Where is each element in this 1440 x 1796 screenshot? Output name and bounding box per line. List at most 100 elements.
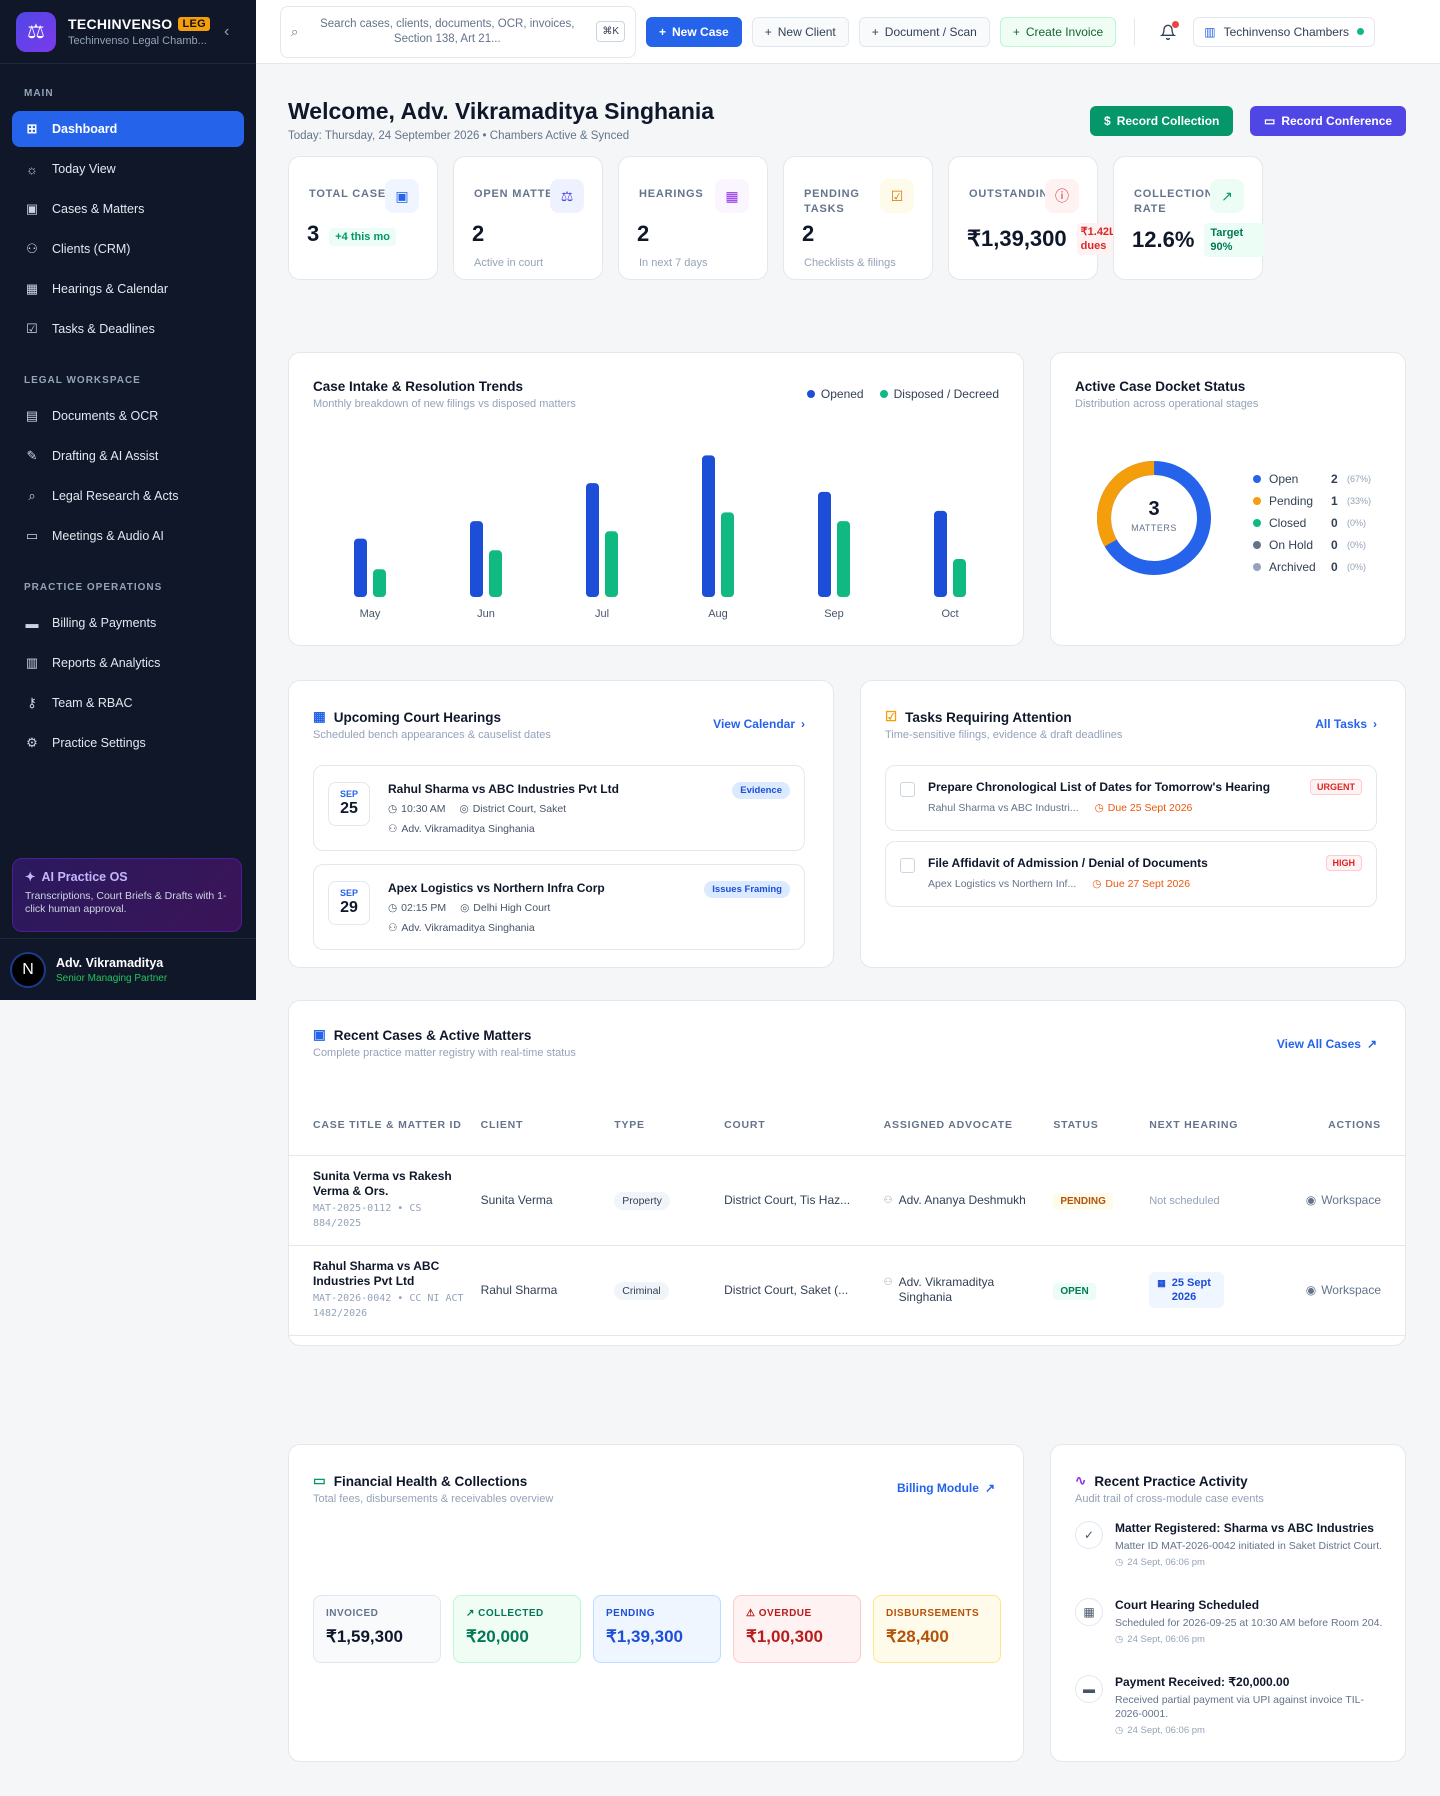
hearing-month: SEP <box>339 888 358 898</box>
building-icon: ▥ <box>1204 24 1216 39</box>
stat-card[interactable]: HEARINGS ▦ 2 In next 7 days <box>618 156 768 280</box>
finance-label: PENDING <box>606 1608 656 1619</box>
plus-icon: + <box>764 24 772 39</box>
task-checkbox[interactable] <box>900 782 915 797</box>
stat-card[interactable]: OUTSTANDING ⓘ ₹1,39,300 ₹1.42L dues <box>948 156 1121 280</box>
sidebar-item-drafting-ai-assist[interactable]: ✎ Drafting & AI Assist <box>12 438 244 474</box>
task-check-icon: ☑ <box>885 709 898 724</box>
case-title: Sunita Verma vs Rakesh Verma & Ors. <box>313 1169 452 1198</box>
new-client-button[interactable]: + New Client <box>751 16 849 47</box>
docket-legend-item: Closed 0 (0%) <box>1253 512 1383 534</box>
sidebar-item-reports-analytics[interactable]: ▥ Reports & Analytics <box>12 645 244 681</box>
card-icon: ▬ <box>25 615 39 631</box>
scale-logo-icon: ⚖ <box>16 11 56 52</box>
sidebar-item-hearings-calendar[interactable]: ▦ Hearings & Calendar <box>12 271 244 307</box>
calendar-icon: ▦ <box>1157 1278 1166 1288</box>
case-court: Delhi High Court <box>716 1335 876 1345</box>
hearing-month: SEP <box>339 789 358 799</box>
sidebar-item-clients-crm[interactable]: ⚇ Clients (CRM) <box>12 231 244 267</box>
finance-summary-box: ↗ COLLECTED ₹20,000 <box>453 1595 581 1663</box>
workspace-button[interactable]: ◉ Workspace <box>1306 1283 1381 1297</box>
next-hearing: 25 Sept 2026 <box>1171 1277 1211 1303</box>
brand-badge: LEG <box>178 17 210 31</box>
stat-card[interactable]: PENDING TASKS ☑ 2 Checklists & filings <box>783 156 933 280</box>
x-tick-label: May <box>360 608 381 620</box>
brand-name: TECHINVENSO <box>68 16 173 32</box>
billing-module-link[interactable]: Billing Module ↗ <box>897 1481 995 1495</box>
sidebar-item-documents-ocr[interactable]: ▤ Documents & OCR <box>12 398 244 434</box>
matter-id: MAT-2025-0112 • CS 884/2025 <box>313 1203 422 1229</box>
docket-pct: (0%) <box>1347 540 1367 550</box>
bar-opened-jul <box>586 483 599 597</box>
sidebar-item-practice-settings[interactable]: ⚙ Practice Settings <box>12 725 244 761</box>
create-invoice-button[interactable]: + Create Invoice <box>999 16 1117 47</box>
case-type-pill: Criminal <box>614 1282 669 1300</box>
all-tasks-link[interactable]: All Tasks › <box>1315 717 1377 731</box>
table-row[interactable]: Rahul Sharma vs ABC Industries Pvt Ltd MA… <box>289 1245 1405 1336</box>
document-scan-button[interactable]: + Document / Scan <box>858 16 990 47</box>
workspace-button[interactable]: ◉ Workspace <box>1306 1193 1381 1207</box>
clock-icon: ◷ <box>1115 1725 1124 1736</box>
sidebar-item-label: Hearings & Calendar <box>52 282 169 296</box>
case-type-pill: Property <box>614 1192 670 1210</box>
new-case-button[interactable]: + New Case <box>646 16 742 47</box>
view-calendar-label: View Calendar <box>713 717 795 731</box>
record-conference-button[interactable]: ▭ Record Conference <box>1250 106 1407 136</box>
view-all-cases-link[interactable]: View All Cases ↗ <box>1277 1037 1377 1051</box>
page-title: Welcome, Adv. Vikramaditya Singhania <box>288 98 715 124</box>
stat-card[interactable]: TOTAL CASES ▣ 3 +4 this mo <box>288 156 438 280</box>
plus-icon: + <box>659 24 667 39</box>
user-key-icon: ⚷ <box>27 695 37 710</box>
new-case-label: New Case <box>672 24 729 39</box>
chambers-switcher[interactable]: ▥ Techinvenso Chambers <box>1193 16 1375 47</box>
table-row[interactable]: Sunita Verma vs Rakesh Verma & Ors. MAT-2… <box>289 1155 1405 1246</box>
sidebar-item-label: Cases & Matters <box>52 202 145 216</box>
column-header: NEXT HEARING <box>1141 1095 1272 1156</box>
ai-practice-card[interactable]: ✦ AI Practice OS Transcriptions, Court Br… <box>12 858 242 932</box>
docket-status-label: Archived <box>1269 560 1316 574</box>
activity-time: 24 Sept, 06:06 pm <box>1127 1725 1205 1736</box>
notification-bell-icon[interactable] <box>1153 17 1183 47</box>
sidebar-item-team-rbac[interactable]: ⚷ Team & RBAC <box>12 685 244 721</box>
hearing-item[interactable]: SEP 29 Apex Logistics vs Northern Infra Co… <box>313 864 805 950</box>
sidebar-item-legal-research-acts[interactable]: ⌕ Legal Research & Acts <box>12 478 244 514</box>
sidebar-item-cases-matters[interactable]: ▣ Cases & Matters <box>12 191 244 227</box>
table-header-row: CASE TITLE & MATTER ID CLIENT TYPE COURT ASS… <box>289 1095 1405 1156</box>
task-item[interactable]: File Affidavit of Admission / Denial of … <box>885 841 1377 907</box>
record-collection-button[interactable]: $ Record Collection <box>1090 106 1234 136</box>
table-row[interactable]: Apex Logistics vs Northern Infra CorpMAT… <box>289 1335 1405 1345</box>
shortcut-kbd: ⌘K <box>596 21 625 42</box>
stat-card[interactable]: COLLECTION RATE ↗ 12.6% Target 90% <box>1113 156 1265 280</box>
column-header: ACTIONS <box>1271 1095 1405 1156</box>
document-icon: ▤ <box>25 408 39 423</box>
dollar-icon: $ <box>1104 114 1111 128</box>
task-item[interactable]: Prepare Chronological List of Dates for … <box>885 765 1377 831</box>
collapse-sidebar-icon[interactable]: ‹ <box>224 22 230 40</box>
x-tick-label: Aug <box>708 608 728 620</box>
plus-icon: + <box>871 24 879 39</box>
sidebar-item-meetings-audio-ai[interactable]: ▭ Meetings & Audio AI <box>12 518 244 554</box>
view-calendar-link[interactable]: View Calendar › <box>713 717 805 731</box>
brand-header: ⚖ TECHINVENSO LEG Techinvenso Legal Chamb… <box>0 0 256 64</box>
stat-card[interactable]: OPEN MATTERS ⚖ 2 Active in court <box>453 156 603 280</box>
column-header: TYPE <box>606 1095 717 1156</box>
ai-box-desc: Transcriptions, Court Briefs & Drafts wi… <box>25 890 227 915</box>
card-icon: ▬ <box>1075 1675 1103 1703</box>
calendar-icon: ▦ <box>1075 1598 1103 1626</box>
user-profile[interactable]: N Adv. Vikramaditya Senior Managing Part… <box>0 938 256 1000</box>
sidebar-item-today-view[interactable]: ☼ Today View <box>12 151 244 187</box>
search-input[interactable]: ⌕ Search cases, clients, documents, OCR,… <box>280 5 636 58</box>
task-checkbox[interactable] <box>900 858 915 873</box>
column-header: COURT <box>716 1095 876 1156</box>
clock-icon: ◷ <box>388 902 398 914</box>
bar-opened-aug <box>702 455 715 597</box>
bar-disposed-decreed-sep <box>837 521 850 597</box>
task-title: File Affidavit of Admission / Denial of … <box>928 856 1208 870</box>
view-all-cases-label: View All Cases <box>1276 1037 1361 1051</box>
case-court: District Court, Tis Haz... <box>716 1155 876 1246</box>
sidebar-item-tasks-deadlines[interactable]: ☑ Tasks & Deadlines <box>12 311 244 347</box>
sidebar-item-dashboard[interactable]: ⊞ Dashboard <box>12 111 244 147</box>
hearing-item[interactable]: SEP 25 Rahul Sharma vs ABC Industries Pvt … <box>313 765 805 851</box>
sidebar-item-billing-payments[interactable]: ▬ Billing & Payments <box>12 605 244 641</box>
task-priority-tag: URGENT <box>1310 779 1362 795</box>
